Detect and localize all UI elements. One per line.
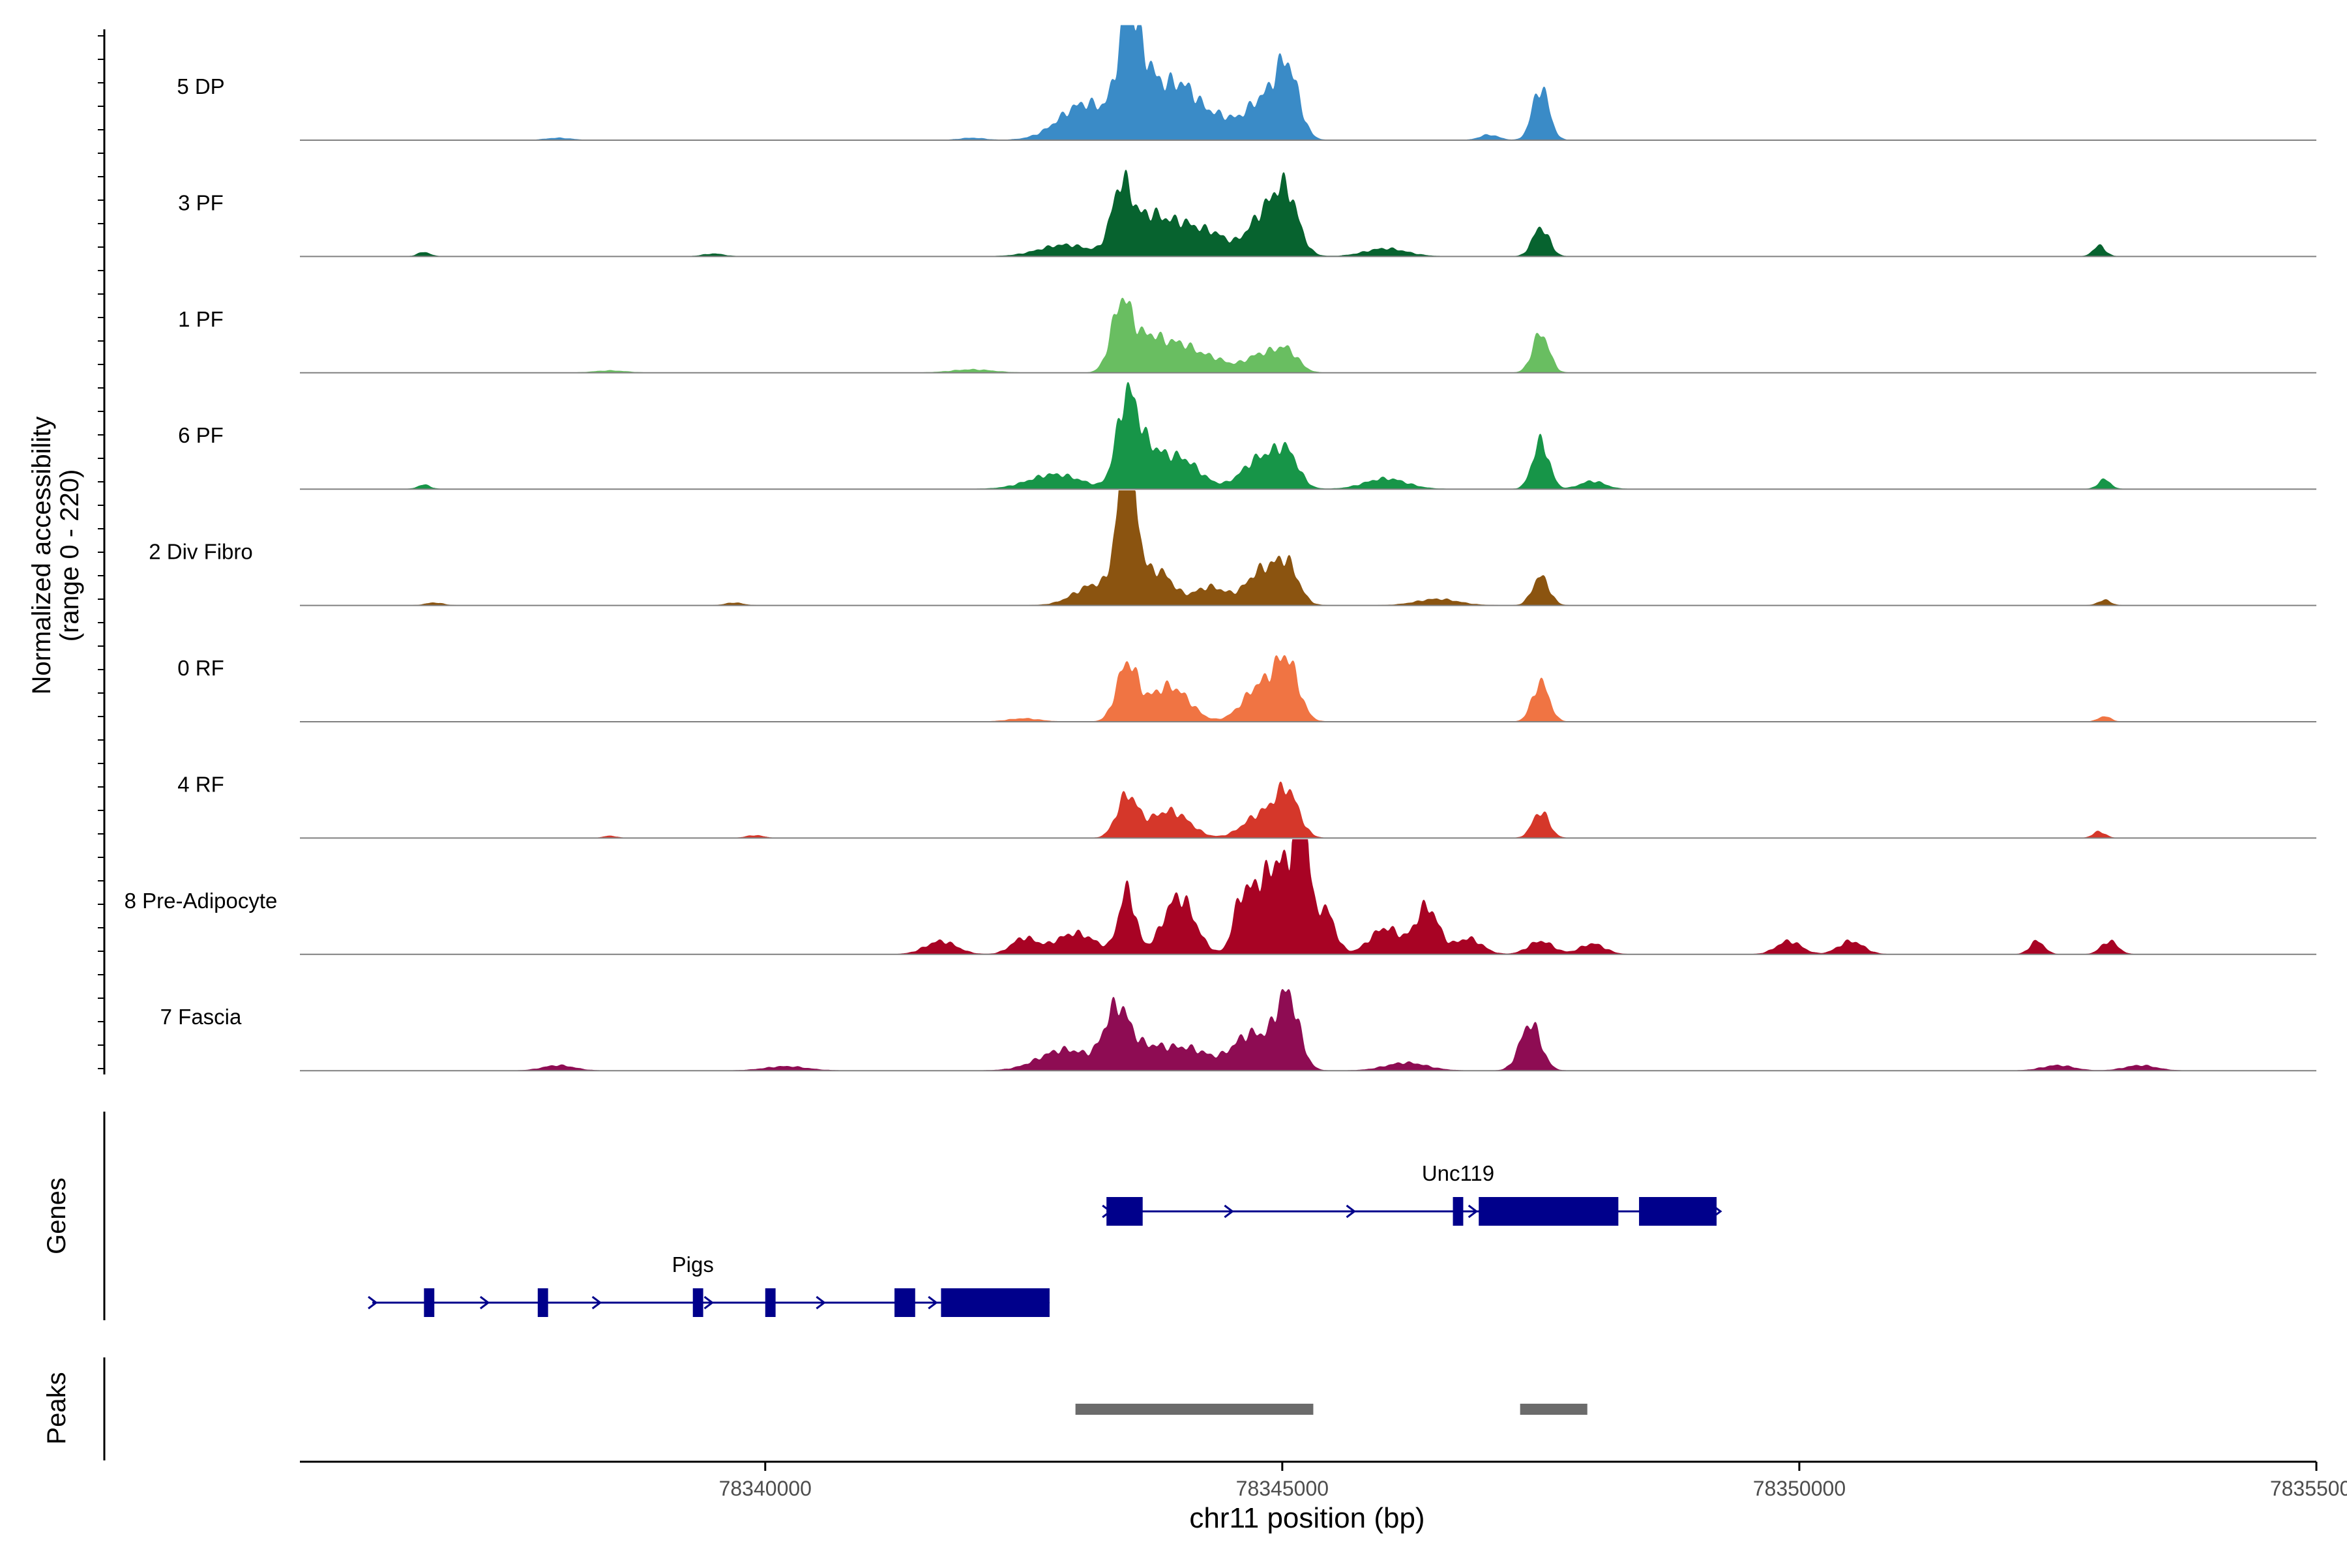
x-axis-label: chr11 position (bp): [1189, 1502, 1424, 1534]
strand-arrow-icon: [1468, 1204, 1479, 1219]
strand-arrow-icon: [368, 1295, 378, 1310]
track-label: 4 RF: [177, 772, 224, 796]
coverage-track: 7 Fascia: [160, 989, 2316, 1072]
strand-arrow-icon: [703, 1295, 715, 1310]
coverage-area: [300, 655, 2316, 722]
peaks-label: Peaks: [42, 1372, 71, 1444]
gene-model: Pigs: [368, 1252, 1050, 1317]
x-tick-label: 78355000: [2270, 1477, 2347, 1500]
gene-exon: [692, 1288, 703, 1317]
x-tick-label: 78340000: [719, 1477, 812, 1500]
strand-arrow-icon: [1346, 1204, 1357, 1219]
gene-exon: [1479, 1197, 1619, 1226]
coverage-track: 4 RF: [177, 772, 2316, 839]
gene-track: Unc119 Pigs: [103, 1112, 1722, 1320]
coverage-track: 1 PF: [178, 297, 2316, 374]
genes-label: Genes: [42, 1177, 71, 1254]
coverage-area: [300, 381, 2316, 490]
coverage-area: [300, 989, 2316, 1071]
x-axis: 78340000 78345000 78350000 78355000: [300, 1460, 2347, 1500]
track-label: 1 PF: [178, 307, 224, 331]
peak-track: [103, 1357, 1587, 1460]
gene-exon: [424, 1288, 435, 1317]
y-axis: [98, 29, 106, 1074]
strand-arrow-icon: [591, 1295, 602, 1310]
peak-region: [1520, 1404, 1587, 1415]
strand-arrow-icon: [816, 1295, 826, 1310]
gene-exon: [537, 1288, 548, 1317]
strand-arrow-icon: [479, 1295, 490, 1310]
gene-exon: [1106, 1197, 1143, 1226]
coverage-area: [300, 839, 2316, 955]
coverage-track: 2 Div Fibro: [149, 490, 2316, 606]
track-label: 3 PF: [178, 190, 224, 214]
gene-name-label: Pigs: [672, 1252, 714, 1277]
strand-arrow-icon: [1224, 1204, 1234, 1219]
track-label: 2 Div Fibro: [149, 540, 253, 564]
strand-arrow-icon: [928, 1295, 938, 1310]
coverage-area: [300, 490, 2316, 606]
coverage-area: [300, 781, 2316, 838]
gene-exon: [894, 1288, 915, 1317]
coverage-tracks: 5 DP 3 PF 1 PF 6 PF 2 Div Fibro 0 RF 4 RF 8 Pre…: [125, 25, 2316, 1072]
track-label: 5 DP: [177, 74, 224, 98]
track-label: 8 Pre-Adipocyte: [125, 889, 278, 913]
y-axis-label-range: (range 0 - 220): [55, 469, 84, 642]
gene-exon: [1639, 1197, 1717, 1226]
gene-exon: [765, 1288, 776, 1317]
coverage-area: [300, 170, 2316, 257]
track-label: 6 PF: [178, 423, 224, 447]
track-label: 0 RF: [177, 656, 224, 680]
track-label: 7 Fascia: [160, 1005, 242, 1029]
gene-exon: [941, 1288, 1050, 1317]
coverage-track: 0 RF: [177, 655, 2316, 722]
coverage-area: [300, 25, 2316, 141]
coverage-area: [300, 297, 2316, 374]
coverage-track: 6 PF: [178, 381, 2316, 490]
gene-model: Unc119: [1102, 1161, 1722, 1226]
y-axis-label: Normalized accessibility: [27, 417, 56, 695]
gene-name-label: Unc119: [1422, 1161, 1494, 1185]
coverage-track: 3 PF: [178, 170, 2316, 258]
coverage-track: 5 DP: [177, 25, 2316, 141]
x-tick-label: 78350000: [1753, 1477, 1846, 1500]
x-tick-label: 78345000: [1236, 1477, 1329, 1500]
peak-region: [1075, 1404, 1314, 1415]
gene-exon: [1453, 1197, 1464, 1226]
coverage-track: 8 Pre-Adipocyte: [125, 839, 2316, 955]
